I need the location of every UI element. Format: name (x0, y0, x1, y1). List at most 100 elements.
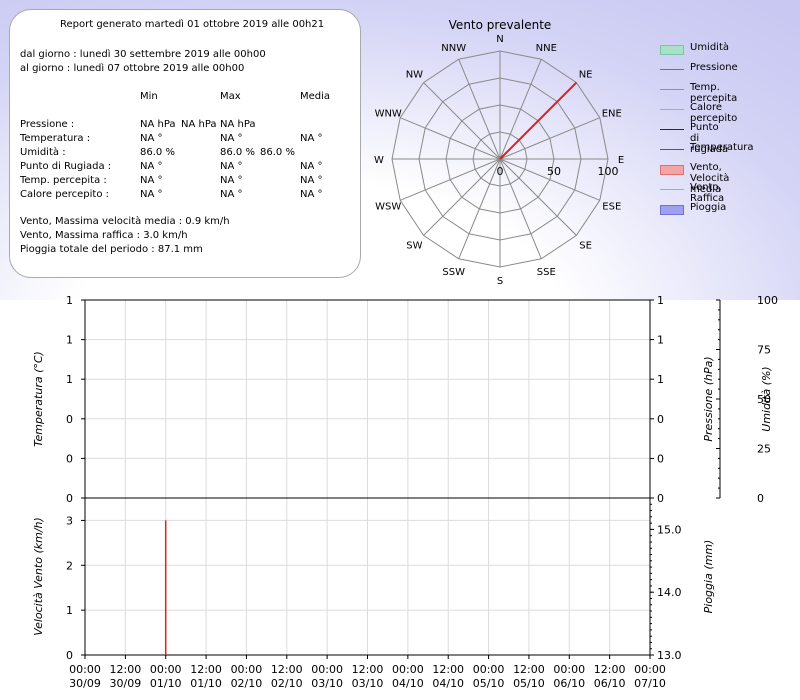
wind-rose-spoke-nw (423, 82, 501, 160)
x-tick-date: 05/10 (513, 677, 545, 690)
row-humidity-max: 86.0 % (220, 147, 255, 158)
row-heat-index-min: NA ° (140, 189, 163, 200)
x-tick-time: 00:00 (231, 663, 263, 676)
wind-rose-label-s: S (497, 276, 503, 287)
row-label-pressure: Pressione : (20, 119, 75, 130)
humidity-tick-label: 50 (757, 393, 771, 406)
wind-rose-spoke-sw (423, 158, 501, 236)
x-tick-date: 03/10 (352, 677, 384, 690)
row-temperature-min: NA ° (140, 133, 163, 144)
row-pressure-max: NA hPa (181, 119, 217, 130)
legend-label: Umidità (690, 42, 730, 53)
legend-label: Vento, Raffica (690, 182, 725, 204)
x-tick-time: 12:00 (352, 663, 384, 676)
wind-rose-label-e: E (618, 155, 624, 166)
wind-rose-label-wsw: WSW (375, 201, 401, 212)
temp-tick-label: 0 (66, 452, 73, 465)
wind-rose-spoke-ene (499, 117, 600, 160)
row-apparent-temp-avg: NA ° (300, 175, 323, 186)
row-label-apparent-temp: Temp. percepita : (20, 175, 107, 186)
wind-rose-spoke-ese (499, 158, 600, 201)
wind-avg-max: Vento, Massima velocità media : 0.9 km/h (20, 216, 230, 227)
row-pressure-avg: NA hPa (220, 119, 256, 130)
x-tick-time: 12:00 (110, 663, 142, 676)
wind-tick-label: 1 (66, 604, 73, 617)
wind-rose-label-ese: ESE (602, 201, 621, 212)
col-header-avg: Media (300, 91, 331, 102)
x-tick-date: 02/10 (271, 677, 303, 690)
wind-rose-series (499, 81, 578, 160)
rain-total: Pioggia totale del periodo : 87.1 mm (20, 244, 203, 255)
wind-rose-spoke-ssw (458, 158, 501, 259)
legend-swatch (660, 109, 684, 110)
wind-rose-spoke-wnw (400, 117, 501, 160)
rain-tick-label: 15.0 (657, 523, 682, 536)
wind-rose-label-sw: SW (406, 241, 422, 252)
humidity-tick-label: 0 (757, 492, 764, 505)
wind-tick-label: 0 (66, 649, 73, 662)
wind-rose-tick-100: 100 (598, 165, 619, 178)
wind-rose-tick-50: 50 (547, 165, 561, 178)
row-apparent-temp-min: NA ° (140, 175, 163, 186)
pressure-tick-label: 1 (657, 334, 664, 347)
wind-rose-label-ne: NE (579, 69, 593, 80)
x-tick-date: 06/10 (594, 677, 626, 690)
report-title: Report generato martedì 01 ottobre 2019 … (60, 19, 325, 30)
wind-axis-title: Velocità Vento (km/h) (32, 517, 45, 636)
wind-rose-label-n: N (496, 34, 503, 45)
x-tick-time: 12:00 (432, 663, 464, 676)
x-tick-time: 00:00 (634, 663, 666, 676)
x-tick-date: 01/10 (190, 677, 222, 690)
temp-tick-label: 0 (66, 413, 73, 426)
humidity-tick-label: 100 (757, 294, 778, 307)
wind-rose-spoke-wsw (400, 158, 501, 201)
row-label-dewpoint: Punto di Rugiada : (20, 161, 112, 172)
temp-tick-label: 1 (66, 334, 73, 347)
legend-swatch (660, 129, 684, 130)
row-heat-index-avg: NA ° (300, 189, 323, 200)
row-humidity-min: 86.0 % (140, 147, 175, 158)
rain-axis-title: Pioggia (mm) (702, 540, 715, 614)
pressure-tick-label: 1 (657, 373, 664, 386)
row-pressure-min: NA hPa (140, 119, 176, 130)
wind-rose-labels: N NNE NE ENE E ESE SE SSE S SSW SW WSW W WNW NW NNW 0 50 1… (374, 34, 624, 287)
x-tick-time: 00:00 (473, 663, 505, 676)
wind-rose-label-nne: NNE (536, 43, 557, 54)
legend-label: Temperatura (690, 142, 754, 153)
wind-rose-label-se: SE (579, 241, 592, 252)
legend-swatch (660, 45, 684, 55)
row-label-heat-index: Calore percepito : (20, 189, 109, 200)
pressure-tick-label: 0 (657, 492, 664, 505)
legend-swatch (660, 149, 684, 150)
x-tick-date: 07/10 (634, 677, 666, 690)
legend-label: Pioggia (690, 202, 727, 213)
temp-tick-label: 1 (66, 294, 73, 307)
wind-tick-label: 2 (66, 559, 73, 572)
row-temperature-max: NA ° (220, 133, 243, 144)
legend-swatch (660, 69, 684, 70)
x-tick-time: 00:00 (311, 663, 343, 676)
humidity-tick-label: 25 (757, 443, 771, 456)
temp-tick-label: 0 (66, 492, 73, 505)
wind-rose-label-ssw: SSW (442, 267, 465, 278)
row-heat-index-max: NA ° (220, 189, 243, 200)
rain-tick-label: 14.0 (657, 586, 682, 599)
rain-tick-label: 13.0 (657, 649, 682, 662)
row-label-temperature: Temperatura : (20, 133, 91, 144)
x-tick-date: 06/10 (553, 677, 585, 690)
humidity-axis-title: Umidità (%) (760, 366, 773, 431)
wind-tick-label: 3 (66, 514, 73, 527)
x-tick-date: 05/10 (473, 677, 505, 690)
wind-rose-chart: Vento prevalente N NNE NE ENE E ESE SE SSE S SSW S… (374, 18, 624, 287)
legend-label: Temp. percepita (690, 82, 738, 104)
timeseries-chart: 1110001110001007550250012313.014.015.000… (32, 294, 778, 690)
pressure-tick-label: 1 (657, 294, 664, 307)
period-to: al giorno : lunedì 07 ottobre 2019 alle … (20, 63, 245, 74)
temp-tick-label: 1 (66, 373, 73, 386)
x-tick-date: 02/10 (231, 677, 263, 690)
wind-rose-label-w: W (374, 155, 384, 166)
plot-axes (81, 299, 721, 659)
legend-label: Calore percepito (690, 102, 738, 124)
col-header-min: Min (140, 91, 158, 102)
